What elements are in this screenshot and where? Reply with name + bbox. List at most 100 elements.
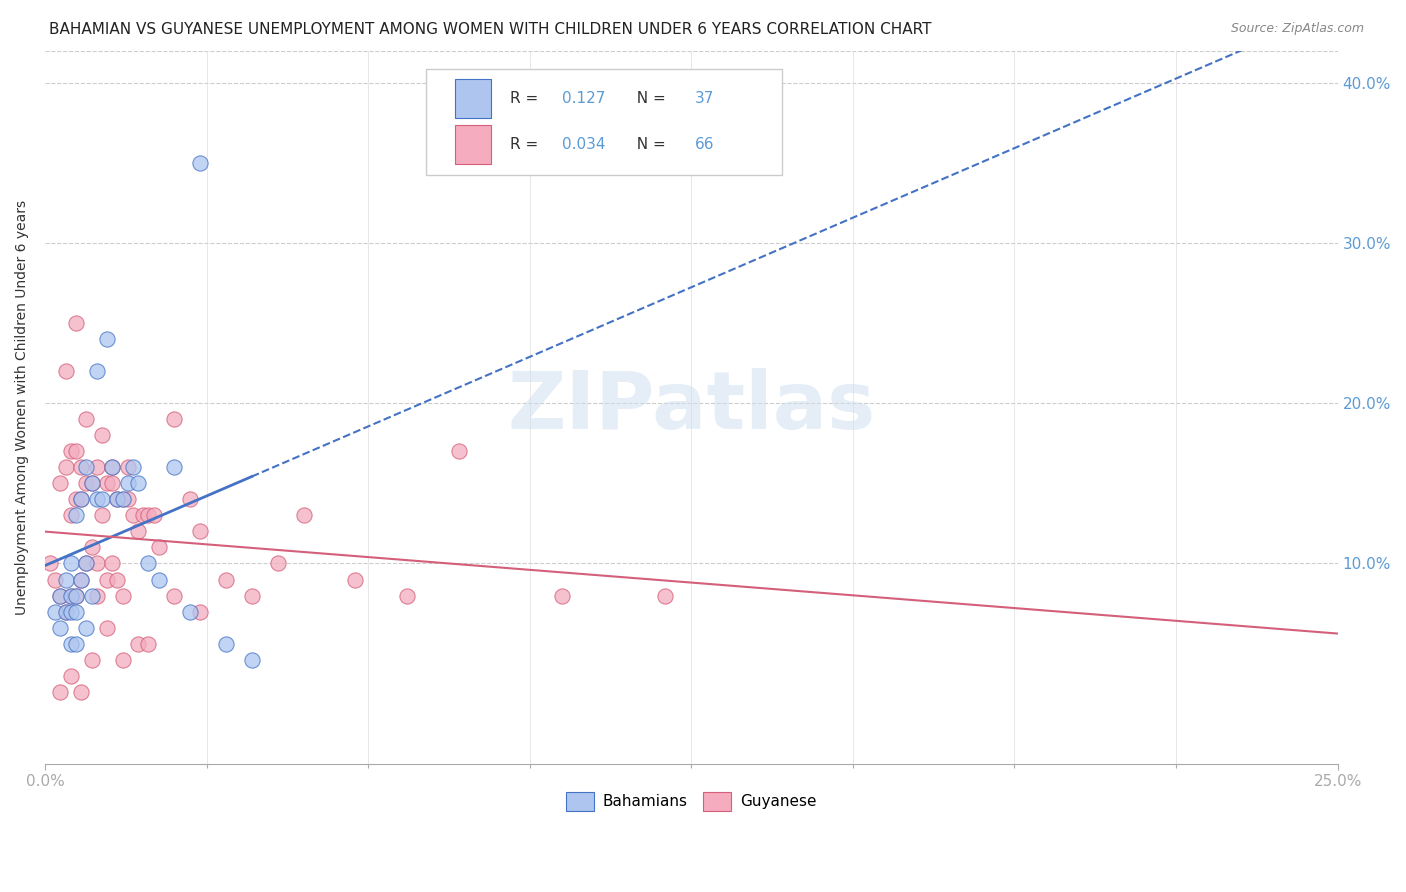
Text: N =: N = bbox=[627, 137, 671, 153]
Text: N =: N = bbox=[627, 91, 671, 106]
Point bbox=[49, 476, 72, 491]
Point bbox=[65, 589, 87, 603]
Y-axis label: Unemployment Among Women with Children Under 6 years: Unemployment Among Women with Children U… bbox=[15, 200, 30, 615]
Text: R =: R = bbox=[510, 91, 544, 106]
Point bbox=[344, 573, 367, 587]
Point bbox=[90, 428, 112, 442]
Point bbox=[148, 541, 170, 555]
Point bbox=[49, 684, 72, 698]
Point bbox=[138, 637, 160, 651]
Point bbox=[59, 605, 82, 619]
Point bbox=[59, 557, 82, 571]
Point bbox=[59, 668, 82, 682]
Point bbox=[65, 589, 87, 603]
Point bbox=[395, 589, 418, 603]
Point bbox=[86, 460, 108, 475]
Point bbox=[59, 589, 82, 603]
Text: 0.127: 0.127 bbox=[562, 91, 606, 106]
Point bbox=[105, 573, 128, 587]
Point bbox=[59, 589, 82, 603]
Point bbox=[117, 476, 139, 491]
Point bbox=[59, 508, 82, 523]
Point bbox=[65, 316, 87, 330]
Point bbox=[138, 557, 160, 571]
Point bbox=[111, 653, 134, 667]
Point bbox=[215, 637, 238, 651]
Point bbox=[96, 332, 118, 346]
Point bbox=[59, 444, 82, 458]
Point bbox=[80, 589, 103, 603]
Point bbox=[163, 412, 186, 426]
Text: BAHAMIAN VS GUYANESE UNEMPLOYMENT AMONG WOMEN WITH CHILDREN UNDER 6 YEARS CORREL: BAHAMIAN VS GUYANESE UNEMPLOYMENT AMONG … bbox=[49, 22, 932, 37]
Point bbox=[292, 508, 315, 523]
Text: R =: R = bbox=[510, 137, 544, 153]
FancyBboxPatch shape bbox=[454, 125, 491, 164]
Point bbox=[148, 573, 170, 587]
Point bbox=[86, 364, 108, 378]
Point bbox=[70, 684, 93, 698]
Point bbox=[105, 492, 128, 507]
Point bbox=[142, 508, 165, 523]
Point bbox=[39, 557, 62, 571]
Point bbox=[55, 605, 77, 619]
Point bbox=[55, 605, 77, 619]
Point bbox=[127, 524, 149, 539]
Point bbox=[105, 492, 128, 507]
Point bbox=[86, 557, 108, 571]
Legend: Bahamians, Guyanese: Bahamians, Guyanese bbox=[560, 786, 823, 817]
Point bbox=[117, 460, 139, 475]
Point bbox=[59, 637, 82, 651]
Point bbox=[96, 573, 118, 587]
Point bbox=[96, 621, 118, 635]
Point bbox=[65, 605, 87, 619]
Text: ZIPatlas: ZIPatlas bbox=[508, 368, 876, 446]
Point bbox=[70, 573, 93, 587]
Point bbox=[163, 460, 186, 475]
Text: 0.034: 0.034 bbox=[562, 137, 606, 153]
Point bbox=[70, 492, 93, 507]
Point bbox=[44, 573, 66, 587]
Point bbox=[179, 492, 201, 507]
FancyBboxPatch shape bbox=[426, 69, 782, 176]
Point bbox=[188, 605, 211, 619]
Point bbox=[240, 589, 263, 603]
Point bbox=[80, 653, 103, 667]
Point bbox=[101, 476, 124, 491]
Point bbox=[49, 621, 72, 635]
Point bbox=[80, 476, 103, 491]
Point bbox=[654, 589, 676, 603]
Point bbox=[101, 460, 124, 475]
Point bbox=[44, 605, 66, 619]
Point bbox=[266, 557, 288, 571]
Point bbox=[447, 444, 470, 458]
Point bbox=[75, 621, 97, 635]
Point bbox=[65, 492, 87, 507]
Point bbox=[551, 589, 574, 603]
Point bbox=[70, 492, 93, 507]
Point bbox=[65, 637, 87, 651]
Point bbox=[49, 589, 72, 603]
Point bbox=[75, 557, 97, 571]
Point bbox=[163, 589, 186, 603]
Point bbox=[55, 364, 77, 378]
Point bbox=[70, 573, 93, 587]
FancyBboxPatch shape bbox=[454, 78, 491, 118]
Point bbox=[117, 492, 139, 507]
Point bbox=[86, 589, 108, 603]
Point bbox=[70, 460, 93, 475]
Point bbox=[55, 460, 77, 475]
Point bbox=[96, 476, 118, 491]
Point bbox=[101, 460, 124, 475]
Point bbox=[215, 573, 238, 587]
Point bbox=[75, 412, 97, 426]
Point bbox=[90, 508, 112, 523]
Point bbox=[179, 605, 201, 619]
Point bbox=[122, 460, 145, 475]
Text: 37: 37 bbox=[695, 91, 714, 106]
Point bbox=[90, 492, 112, 507]
Point bbox=[111, 589, 134, 603]
Point bbox=[65, 508, 87, 523]
Point bbox=[138, 508, 160, 523]
Point bbox=[132, 508, 155, 523]
Point bbox=[75, 476, 97, 491]
